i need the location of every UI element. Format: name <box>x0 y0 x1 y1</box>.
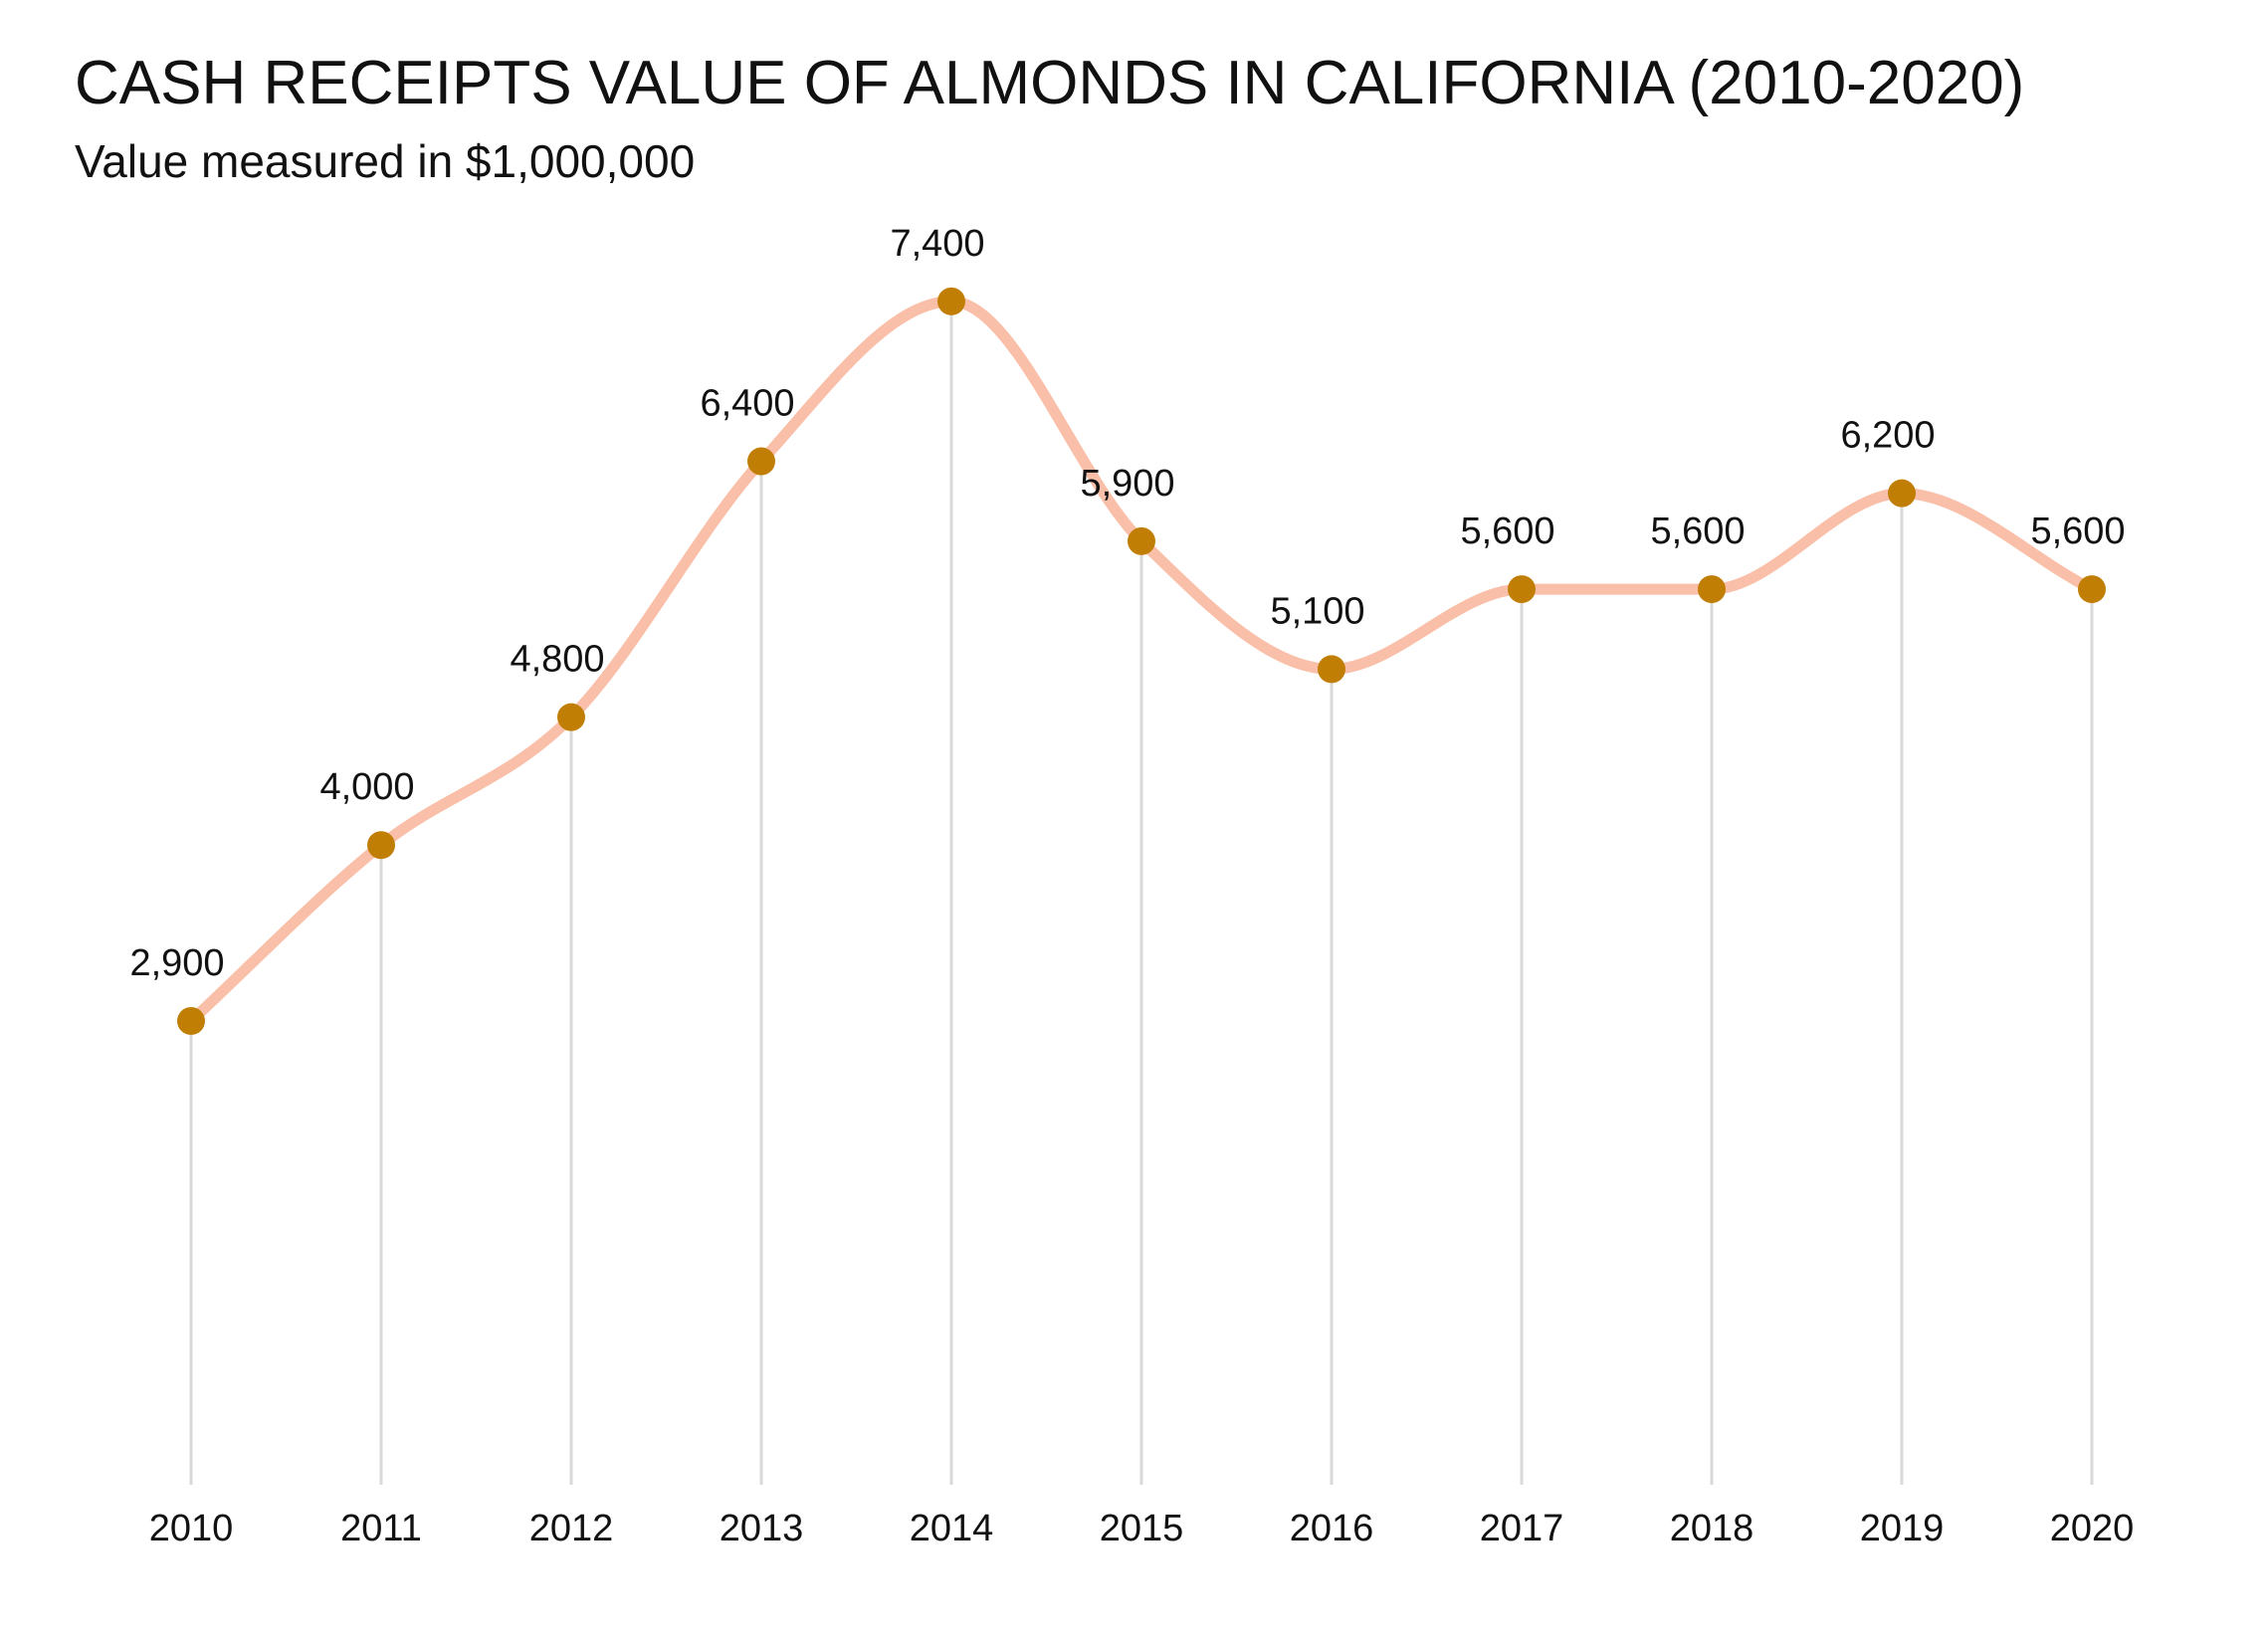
data-label-2017: 5,600 <box>1460 511 1554 552</box>
x-axis-ticks: 2010 2011 2012 2013 2014 2015 2016 2017 2018 2019… <box>149 1508 2135 1549</box>
data-point-2010 <box>177 1006 205 1035</box>
data-label-2016: 5,100 <box>1270 590 1364 632</box>
x-tick-label-2010: 2010 <box>149 1508 234 1549</box>
data-point-2019 <box>1888 479 1916 508</box>
data-label-2015: 5,900 <box>1080 463 1174 505</box>
data-point-2014 <box>937 287 965 315</box>
series-line <box>185 296 2098 1027</box>
x-tick-label-2014: 2014 <box>910 1508 994 1549</box>
data-label-2012: 4,800 <box>510 639 604 681</box>
chart-subtitle: Value measured in $1,000,000 <box>75 135 696 187</box>
x-tick-label-2018: 2018 <box>1670 1508 1754 1549</box>
x-tick-label-2016: 2016 <box>1290 1508 1374 1549</box>
data-point-2013 <box>747 447 775 476</box>
data-point-2016 <box>1318 655 1345 684</box>
x-tick-label-2015: 2015 <box>1100 1508 1184 1549</box>
x-tick-label-2013: 2013 <box>720 1508 804 1549</box>
chart-title: CASH RECEIPTS VALUE OF ALMONDS IN CALIFO… <box>75 49 2025 117</box>
data-label-2018: 5,600 <box>1650 511 1745 552</box>
data-label-2014: 7,400 <box>890 223 984 265</box>
data-point-2018 <box>1698 575 1726 604</box>
data-point-2015 <box>1128 526 1155 555</box>
x-tick-label-2011: 2011 <box>340 1508 422 1549</box>
data-point-2020 <box>2078 575 2106 604</box>
data-point-2017 <box>1508 575 1536 604</box>
data-label-2013: 6,400 <box>700 383 794 425</box>
drop-lines <box>189 301 2094 1485</box>
x-tick-label-2020: 2020 <box>2050 1508 2135 1549</box>
data-labels: 2,900 4,000 4,800 6,400 7,400 5,900 5,100 5,600… <box>129 223 2125 984</box>
data-label-2011: 4,000 <box>319 766 414 808</box>
data-point-2012 <box>557 703 585 731</box>
x-tick-label-2012: 2012 <box>529 1508 614 1549</box>
data-point-2011 <box>367 831 395 860</box>
data-label-2010: 2,900 <box>129 942 224 984</box>
x-tick-label-2017: 2017 <box>1480 1508 1564 1549</box>
x-tick-label-2019: 2019 <box>1860 1508 1945 1549</box>
data-points <box>177 287 2106 1035</box>
data-label-2019: 6,200 <box>1840 415 1935 457</box>
data-label-2020: 5,600 <box>2030 511 2125 552</box>
